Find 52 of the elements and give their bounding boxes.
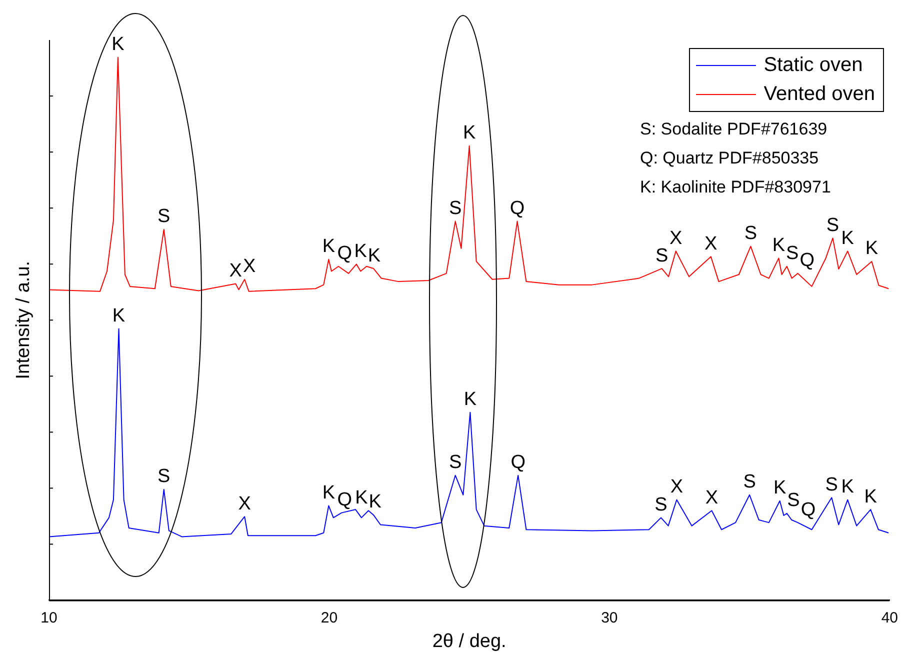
annotation: Q [800,499,816,520]
annotation: K [841,228,854,249]
annotation: K [773,478,786,499]
annotation: S [826,214,840,236]
annotation: K [368,492,382,513]
legend-label: Static oven [764,54,863,77]
annotation: K [354,240,368,262]
annotation: X [670,228,683,249]
annotation: S [744,223,758,244]
annotation: S [743,472,756,493]
annotation: Q: Quartz PDF#850335 [640,148,819,168]
annotation: K [865,238,878,260]
annotation: K [322,236,336,258]
annotation: X [704,233,718,254]
annotation: K [772,234,786,256]
annotation: K [841,476,854,498]
legend-label: Vented oven [764,83,875,106]
annotation: K [462,122,476,144]
y-axis-title: Intensity / a.u. [13,260,34,380]
annotation: S [448,452,462,474]
x-tick-label: 10 [40,609,58,626]
annotation: K: Kaolinite PDF#830971 [640,178,831,197]
annotation: Q [510,198,525,220]
annotation: S [787,490,800,512]
annotation: K [464,389,477,410]
annotation: X [229,260,242,282]
annotation: K [322,482,336,504]
annotation: K [368,245,381,266]
annotation: S [654,494,668,516]
x-tick-label: 30 [601,609,618,626]
annotation: K [112,34,125,56]
annotation: S [448,198,462,220]
annotation: S: Sodalite PDF#761639 [640,120,828,139]
annotation: Q [337,490,352,511]
annotation: Q [510,452,526,474]
x-axis-title: 2θ / deg. [432,630,506,652]
annotation: S [158,206,170,228]
annotation: X [242,256,256,278]
annotation: X [670,476,684,498]
annotation: S [158,466,170,488]
x-tick-label: 20 [320,609,338,626]
annotation: X [238,493,252,514]
annotation: S [655,245,668,266]
annotation: Q [337,243,352,264]
annotation: X [705,487,718,508]
annotation: K [864,486,878,508]
annotation: K [112,306,126,327]
x-tick-label: 40 [881,609,898,626]
annotation: S [825,474,838,496]
annotation: K [355,487,368,508]
annotation: S [786,243,799,264]
annotation: Q [800,250,814,272]
